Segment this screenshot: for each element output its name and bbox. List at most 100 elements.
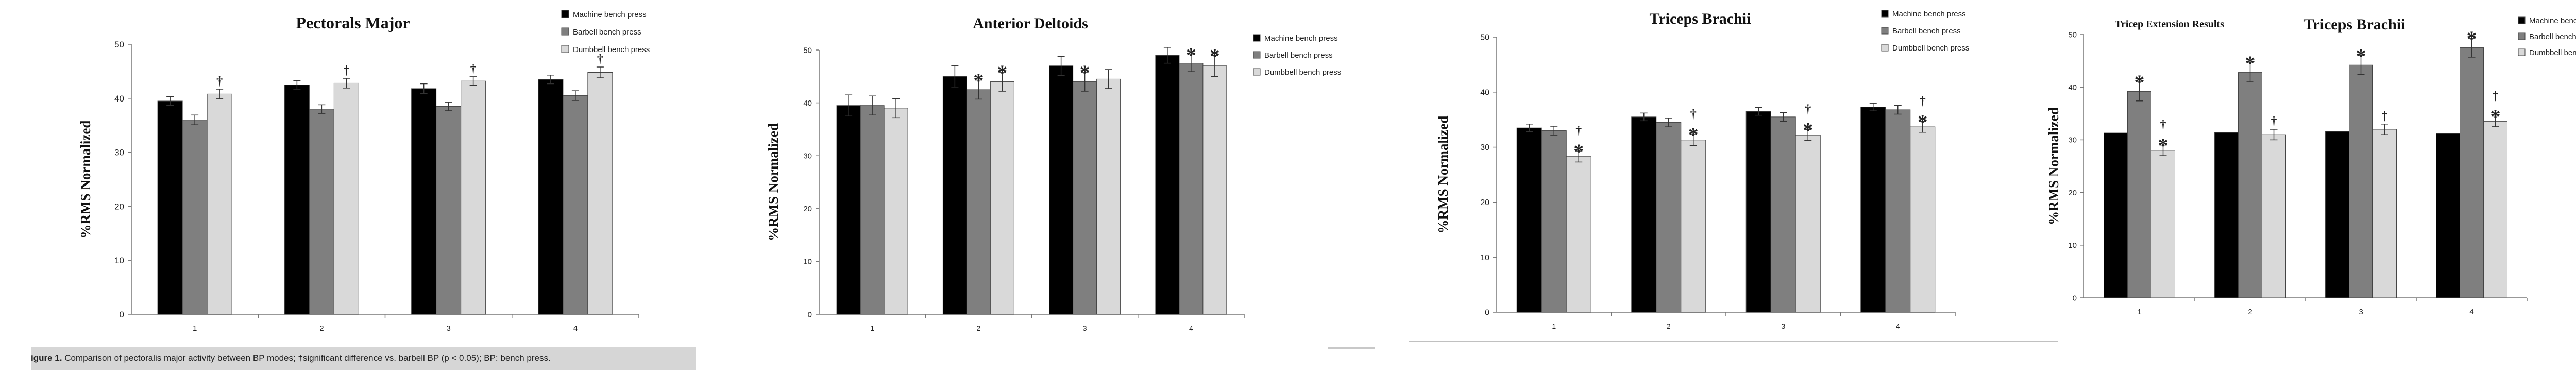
significance-star: *: [1803, 118, 1813, 141]
legend-swatch: [1881, 10, 1889, 18]
bar: [2262, 134, 2286, 298]
legend-label: Dumbbell bench press: [2529, 48, 2576, 57]
legend-swatch: [1253, 68, 1261, 76]
bar: [2214, 132, 2239, 298]
significance-star: *: [1186, 43, 1196, 66]
y-tick-label: 30: [803, 152, 812, 160]
legend-swatch: [1253, 34, 1261, 42]
bar: [2151, 150, 2175, 298]
bar: [990, 81, 1014, 315]
legend-swatch: [561, 10, 569, 18]
x-tick-label: 2: [319, 324, 324, 333]
legend-swatch: [2518, 48, 2526, 56]
bar: [1541, 130, 1567, 313]
y-tick-label: 10: [2068, 241, 2077, 250]
caption-text: Comparison of pectoralis major activity …: [64, 353, 551, 363]
bar: [1516, 127, 1542, 313]
bar: [461, 80, 486, 315]
y-tick-label: 30: [1480, 143, 1489, 152]
significance-star: *: [1573, 140, 1584, 163]
significance-dagger: †: [2160, 119, 2166, 132]
bar: [2325, 131, 2349, 298]
chart-title: Pectorals Major: [296, 13, 410, 32]
x-tick-label: 2: [2248, 308, 2252, 316]
significance-star: *: [1210, 44, 1220, 67]
bar: [2238, 72, 2262, 298]
y-tick-label: 20: [1480, 198, 1489, 207]
legend-swatch: [561, 27, 569, 36]
y-tick-label: 40: [2068, 83, 2077, 92]
x-tick-label: 1: [2137, 308, 2141, 316]
bar: [2349, 64, 2373, 298]
significance-star: *: [1688, 123, 1699, 146]
chart-subtitle: Tricep Extension Results: [2115, 19, 2224, 30]
bar: [860, 105, 885, 315]
y-tick-label: 50: [114, 40, 124, 49]
significance-star: *: [2490, 105, 2501, 128]
y-tick-label: 0: [120, 310, 124, 320]
bar: [1073, 81, 1097, 315]
significance-dagger: †: [1805, 103, 1811, 116]
chart-2: Anterior Deltoids 0 10 20 30 40 50 %RMS Normali…: [766, 15, 1341, 332]
chart-title: Triceps Brachii: [1650, 10, 1751, 27]
bar: [1770, 116, 1796, 313]
chart-title: Anterior Deltoids: [973, 15, 1088, 32]
y-tick-label: 0: [2073, 294, 2077, 303]
bar: [157, 100, 183, 315]
bar: [1155, 55, 1180, 315]
chart-legend: Machine bench press Barbell bench press Du…: [561, 10, 650, 54]
y-tick-label: 50: [2068, 30, 2077, 39]
significance-dagger: †: [470, 62, 477, 76]
significance-dagger: †: [343, 64, 349, 77]
legend-swatch: [561, 45, 569, 53]
bar: [2104, 132, 2128, 298]
y-tick-label: 30: [2068, 136, 2077, 145]
bar: [1860, 107, 1886, 313]
caption-label: igure 1.: [31, 353, 62, 363]
y-tick-label: 20: [114, 202, 124, 211]
significance-star: *: [2245, 52, 2256, 75]
legend-swatch: [2518, 32, 2526, 40]
significance-star: *: [2467, 27, 2477, 50]
significance-star: *: [2134, 71, 2145, 94]
y-axis-label: %RMS Normalized: [766, 123, 781, 241]
bar: [436, 106, 462, 315]
y-tick-label: 40: [114, 94, 124, 104]
bar: [1566, 156, 1591, 313]
x-tick-label: 2: [976, 324, 980, 332]
figure-caption: igure 1. Comparison of pectoralis major …: [31, 347, 696, 370]
bar: [333, 82, 359, 315]
x-tick-label: 1: [193, 324, 197, 333]
bar: [2483, 121, 2507, 298]
significance-dagger: †: [216, 75, 223, 88]
x-tick-label: 4: [1896, 322, 1900, 330]
x-tick-label: 4: [573, 324, 578, 333]
x-tick-label: 4: [2469, 308, 2473, 316]
y-tick-label: 40: [803, 99, 812, 108]
legend-label: Dumbbell bench press: [573, 45, 650, 54]
y-tick-label: 40: [1480, 88, 1489, 97]
chart-3: Triceps Brachii 0 10 20 30 40 50 %RMS Normalize…: [1435, 10, 1969, 330]
legend-label: Dumbbell bench press: [1264, 68, 1341, 77]
legend-label: Machine bench press: [1892, 10, 1966, 19]
y-tick-label: 10: [803, 258, 812, 266]
bar: [836, 105, 861, 315]
bar: [207, 93, 232, 315]
bar: [966, 89, 991, 315]
y-axis-label: %RMS Normalized: [78, 121, 93, 239]
legend-swatch: [1881, 27, 1889, 35]
bar: [309, 109, 334, 315]
y-tick-label: 20: [2068, 189, 2077, 197]
legend-label: Machine bench press: [2529, 16, 2576, 25]
y-tick-label: 10: [114, 256, 124, 265]
legend-label: Machine bench press: [1264, 34, 1338, 43]
x-tick-label: 2: [1667, 322, 1671, 330]
bar: [942, 76, 967, 315]
significance-star: *: [1918, 110, 1928, 133]
significance-star: *: [1080, 61, 1090, 84]
chart-4: Triceps Brachii Tricep Extension Results 0…: [2046, 16, 2576, 316]
y-tick-label: 0: [808, 310, 812, 319]
bar: [1631, 116, 1657, 313]
significance-dagger: †: [597, 53, 603, 66]
